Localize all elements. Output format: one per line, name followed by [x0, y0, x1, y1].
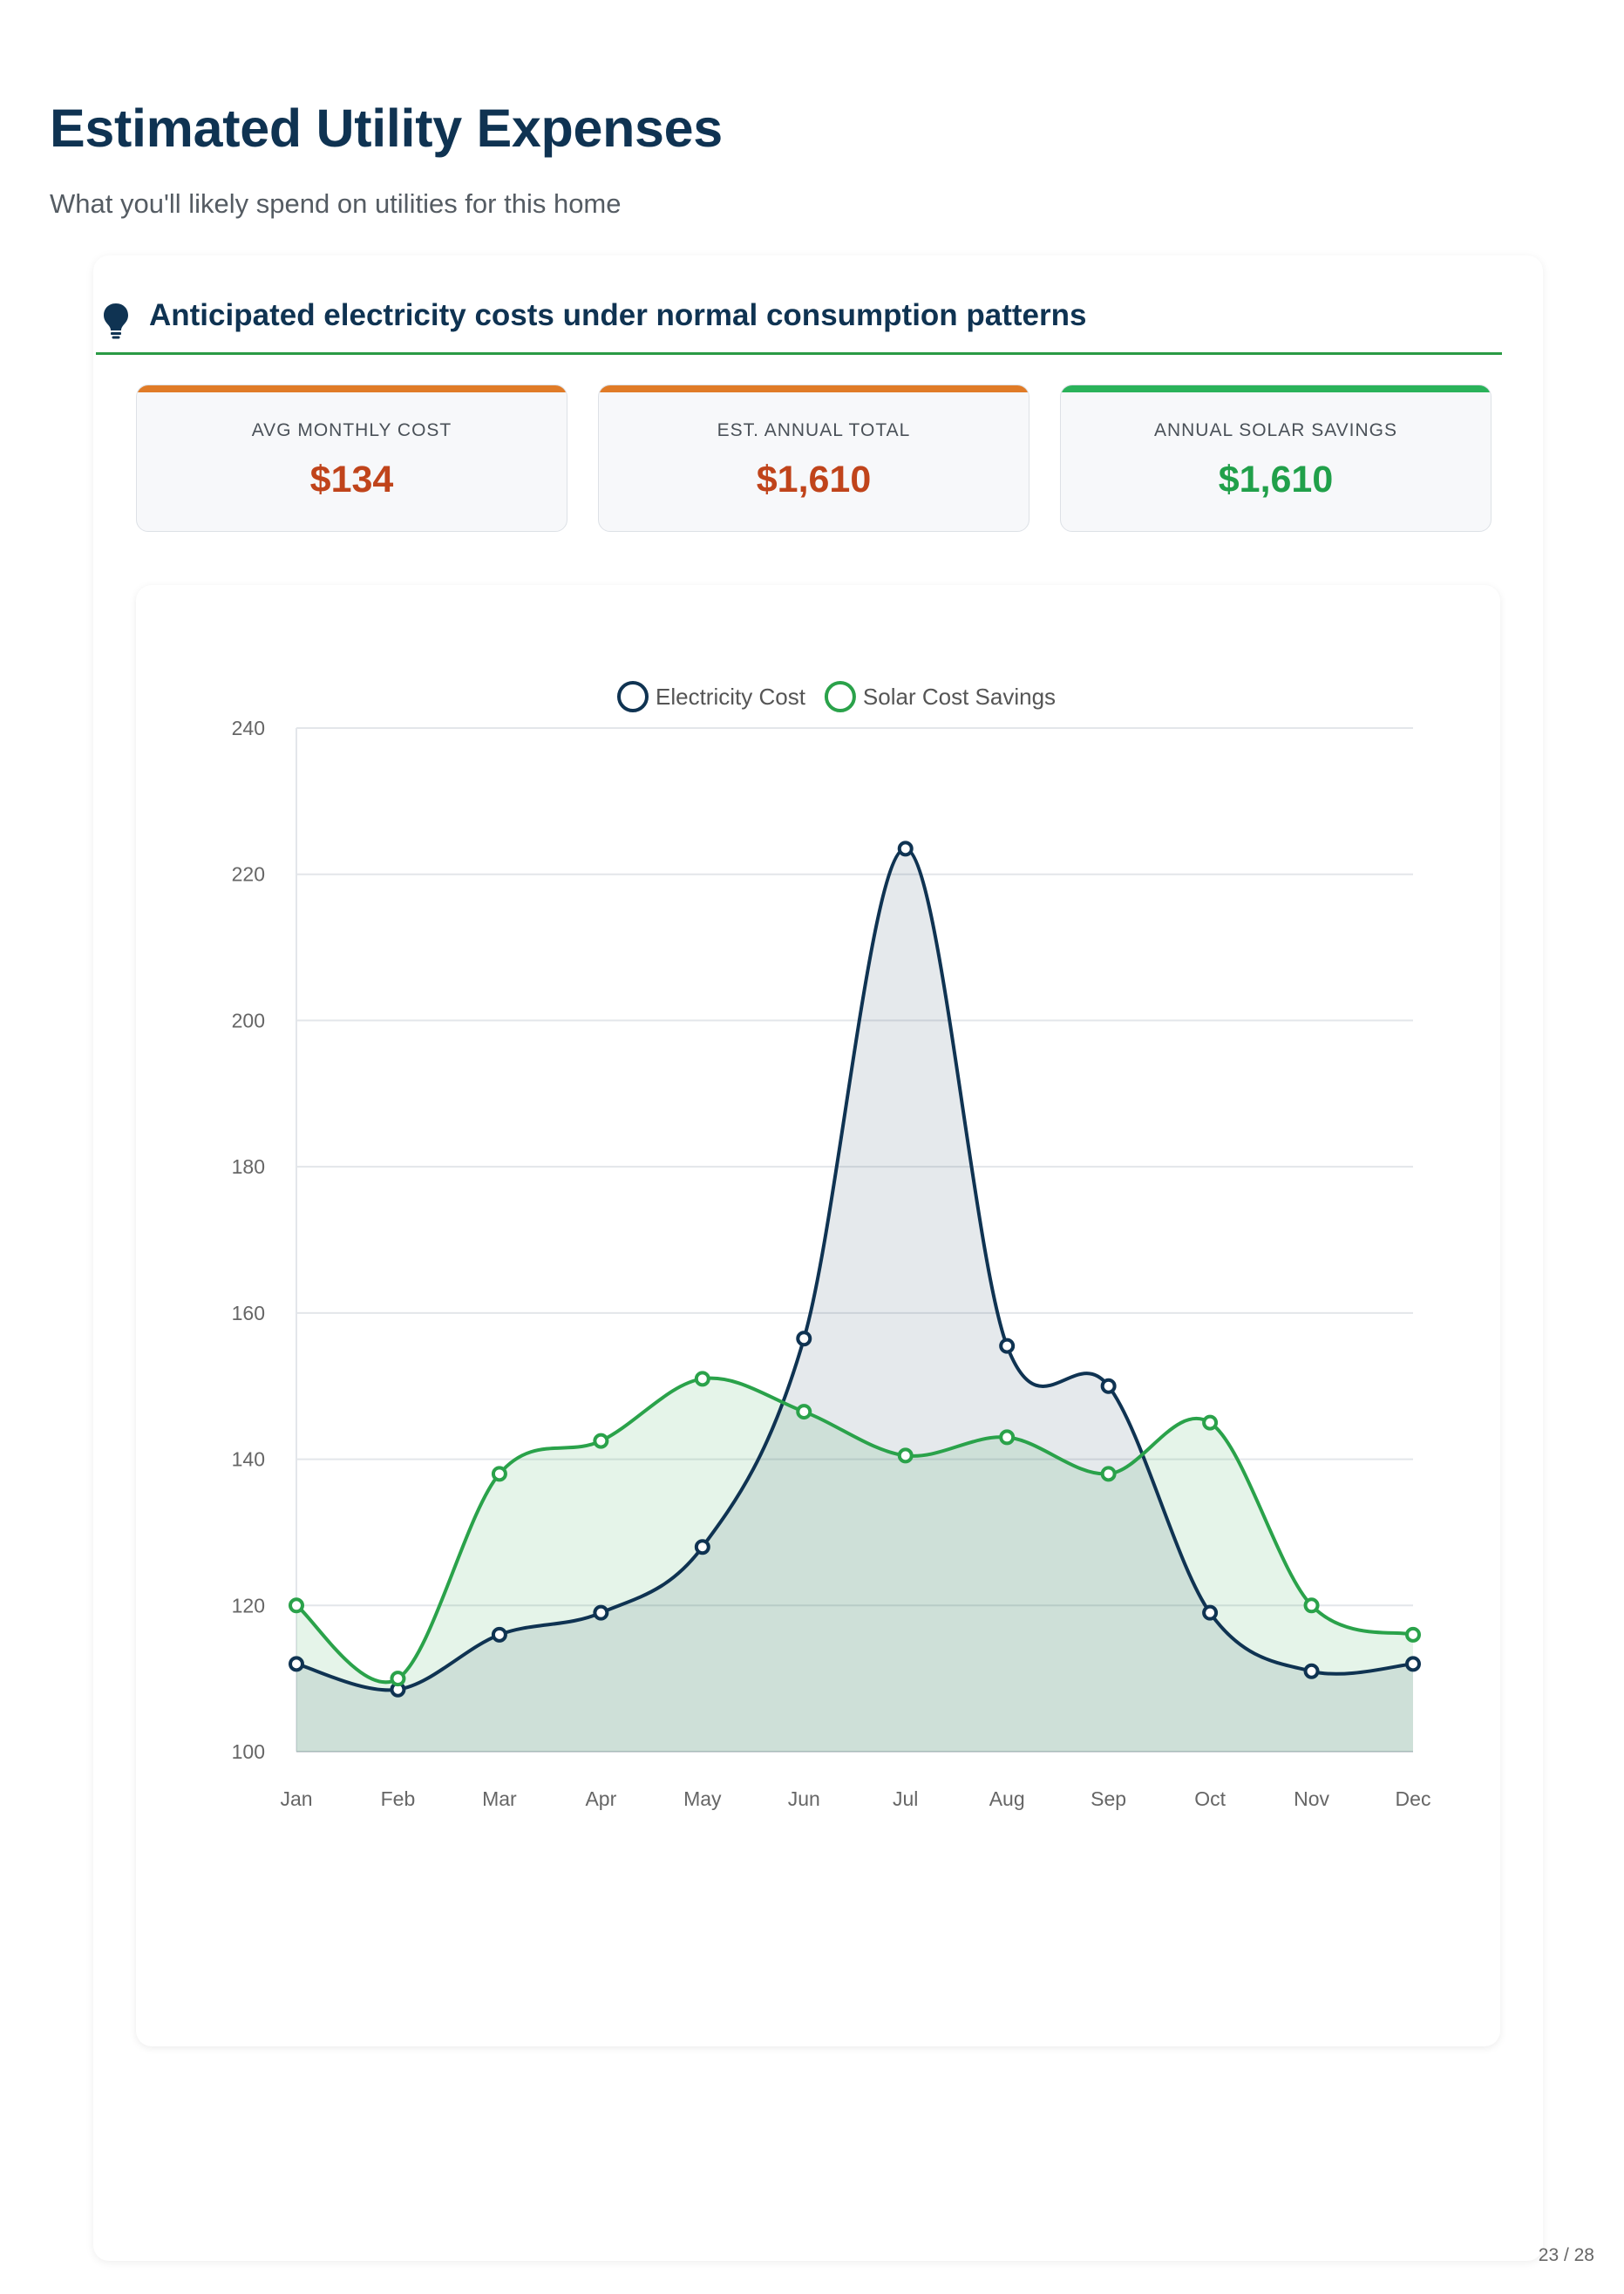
- data-point: [1100, 1378, 1117, 1394]
- data-point: [1405, 1626, 1421, 1643]
- y-tick-label: 120: [232, 1594, 265, 1617]
- metric-value: $1,610: [756, 459, 872, 500]
- card-accent: [599, 385, 1029, 392]
- data-point: [390, 1671, 406, 1687]
- y-tick-label: 100: [232, 1740, 265, 1763]
- series-area: [296, 1378, 1413, 1752]
- y-tick-label: 240: [232, 717, 265, 739]
- y-tick-label: 180: [232, 1155, 265, 1178]
- chart-card: 100 120 140 160 180 200 220 240 Jan Feb Mar Apr May J…: [136, 585, 1500, 2046]
- section-header: Anticipated electricity costs under norm…: [96, 298, 1502, 355]
- data-point: [1202, 1414, 1219, 1431]
- legend-label: Solar Cost Savings: [863, 684, 1056, 710]
- page-subtitle: What you'll likely spend on utilities fo…: [50, 188, 622, 219]
- monthly-cost-chart: 100 120 140 160 180 200 220 240 Jan Feb Mar Apr May J…: [232, 681, 1431, 1810]
- data-point: [796, 1404, 812, 1420]
- section-title: Anticipated electricity costs under norm…: [149, 298, 1087, 332]
- card-accent: [1061, 385, 1491, 392]
- data-point: [1303, 1663, 1320, 1679]
- data-point: [796, 1331, 812, 1347]
- data-point: [1100, 1466, 1117, 1482]
- data-point: [694, 1371, 710, 1387]
- legend-marker: [617, 681, 649, 712]
- legend-label: Electricity Cost: [656, 684, 806, 710]
- data-point: [999, 1338, 1016, 1354]
- data-point: [491, 1626, 507, 1643]
- x-tick-label: Apr: [585, 1787, 616, 1810]
- data-point: [593, 1433, 609, 1449]
- x-tick-label: Feb: [381, 1787, 416, 1810]
- x-tick-label: Jun: [788, 1787, 820, 1810]
- x-tick-label: May: [683, 1787, 722, 1810]
- series-line: [295, 1376, 1414, 1685]
- data-point: [897, 1447, 914, 1464]
- page-title: Estimated Utility Expenses: [50, 99, 723, 158]
- data-point: [1303, 1597, 1320, 1614]
- metric-label: EST. ANNUAL TOTAL: [717, 420, 911, 440]
- data-point: [897, 841, 914, 857]
- data-point: [1405, 1656, 1421, 1672]
- metric-value: $1,610: [1218, 459, 1334, 500]
- x-tick-label: Oct: [1194, 1787, 1226, 1810]
- series-line: [296, 847, 1414, 1692]
- metric-label: AVG MONTHLY COST: [251, 420, 452, 440]
- y-tick-label: 140: [232, 1448, 265, 1471]
- legend-marker: [824, 681, 856, 712]
- y-tick-label: 160: [232, 1302, 265, 1324]
- x-tick-label: Sep: [1091, 1787, 1126, 1810]
- page-number: 23 / 28: [1538, 2245, 1594, 2265]
- data-point: [999, 1429, 1016, 1446]
- est-annual-total-card: EST. ANNUAL TOTAL $1,610: [598, 385, 1029, 532]
- data-point: [289, 1597, 304, 1614]
- x-tick-label: Dec: [1396, 1787, 1431, 1810]
- avg-monthly-cost-card: AVG MONTHLY COST $134: [136, 385, 567, 532]
- annual-solar-savings-card: ANNUAL SOLAR SAVINGS $1,610: [1060, 385, 1491, 532]
- x-tick-label: Mar: [482, 1787, 517, 1810]
- x-tick-label: Jan: [280, 1787, 312, 1810]
- data-point: [694, 1539, 710, 1555]
- series-area: [296, 848, 1413, 1753]
- card-accent: [137, 385, 567, 392]
- x-tick-label: Aug: [989, 1787, 1025, 1810]
- metric-label: ANNUAL SOLAR SAVINGS: [1153, 420, 1398, 440]
- x-tick-label: Nov: [1294, 1787, 1329, 1810]
- metric-value: $134: [309, 459, 394, 500]
- data-point: [289, 1656, 304, 1672]
- x-tick-label: Jul: [893, 1787, 918, 1810]
- y-tick-label: 220: [232, 863, 265, 886]
- data-point: [491, 1466, 507, 1482]
- data-point: [593, 1604, 609, 1621]
- lightbulb-icon: [104, 303, 128, 339]
- y-tick-label: 200: [232, 1009, 265, 1031]
- data-point: [1202, 1604, 1219, 1621]
